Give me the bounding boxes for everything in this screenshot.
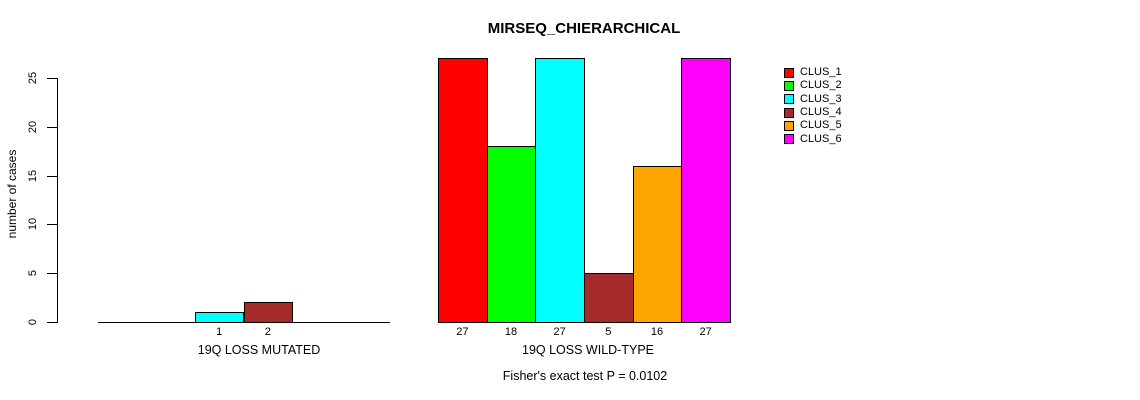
- bar-clus_6: [681, 58, 731, 323]
- y-tick-mark: [47, 273, 57, 275]
- y-tick-mark: [47, 322, 57, 323]
- legend-label: CLUS_5: [800, 119, 842, 132]
- legend: CLUS_1 CLUS_2 CLUS_3 CLUS_4 CLUS_5 CLUS_6: [784, 66, 842, 146]
- bar-clus_2: [486, 146, 537, 323]
- y-tick-mark: [47, 78, 57, 79]
- y-tick-mark: [47, 175, 57, 177]
- y-tick-label: 0: [27, 318, 39, 326]
- legend-swatch-clus_3: [784, 94, 794, 105]
- legend-item: CLUS_2: [784, 79, 842, 92]
- legend-swatch-clus_1: [784, 67, 794, 78]
- bar-clus_4: [584, 273, 634, 323]
- legend-item: CLUS_6: [784, 132, 842, 145]
- legend-label: CLUS_6: [800, 132, 842, 145]
- y-axis-title: number of cases: [5, 149, 19, 239]
- legend-item: CLUS_1: [784, 66, 842, 79]
- legend-item: CLUS_5: [784, 119, 842, 132]
- bar-value-label: 2: [264, 326, 271, 338]
- group-label-19q-loss-wild-type: 19Q LOSS WILD-TYPE: [522, 343, 654, 357]
- bar-value-label: 18: [504, 326, 518, 338]
- legend-swatch-clus_6: [784, 134, 794, 145]
- legend-label: CLUS_1: [800, 66, 842, 79]
- legend-swatch-clus_2: [784, 80, 794, 91]
- group-label-19q-loss-mutated: 19Q LOSS MUTATED: [197, 343, 321, 357]
- y-tick-label: 25: [27, 71, 39, 85]
- y-tick-mark: [47, 224, 57, 226]
- chart-title: MIRSEQ_CHIERARCHICAL: [487, 20, 681, 37]
- legend-label: CLUS_2: [800, 79, 842, 92]
- legend-swatch-clus_5: [784, 120, 794, 131]
- bar-value-label: 27: [699, 326, 712, 338]
- bar-clus_3: [535, 58, 585, 323]
- bar-clus_4: [243, 302, 294, 323]
- y-tick-label: 20: [27, 120, 39, 133]
- bar-value-label: 1: [216, 326, 223, 338]
- bar-clus_5: [632, 165, 683, 323]
- y-tick-label: 5: [27, 270, 39, 277]
- legend-swatch-clus_4: [784, 107, 794, 118]
- legend-item: CLUS_3: [784, 93, 842, 106]
- y-tick-mark: [47, 126, 57, 128]
- legend-item: CLUS_4: [784, 106, 842, 119]
- y-tick-label: 15: [27, 169, 39, 182]
- bar-value-label: 27: [456, 326, 469, 338]
- bar-value-label: 16: [650, 326, 664, 338]
- bar-value-label: 27: [553, 326, 566, 338]
- y-tick-label: 10: [27, 218, 39, 231]
- bar-clus_1: [438, 58, 488, 323]
- bar-clus_3: [194, 312, 245, 323]
- fisher-test-annotation: Fisher's exact test P = 0.0102: [502, 369, 668, 383]
- y-axis-line: [57, 78, 58, 323]
- bar-value-label: 5: [605, 326, 612, 338]
- legend-label: CLUS_3: [800, 92, 842, 105]
- legend-label: CLUS_4: [800, 106, 842, 119]
